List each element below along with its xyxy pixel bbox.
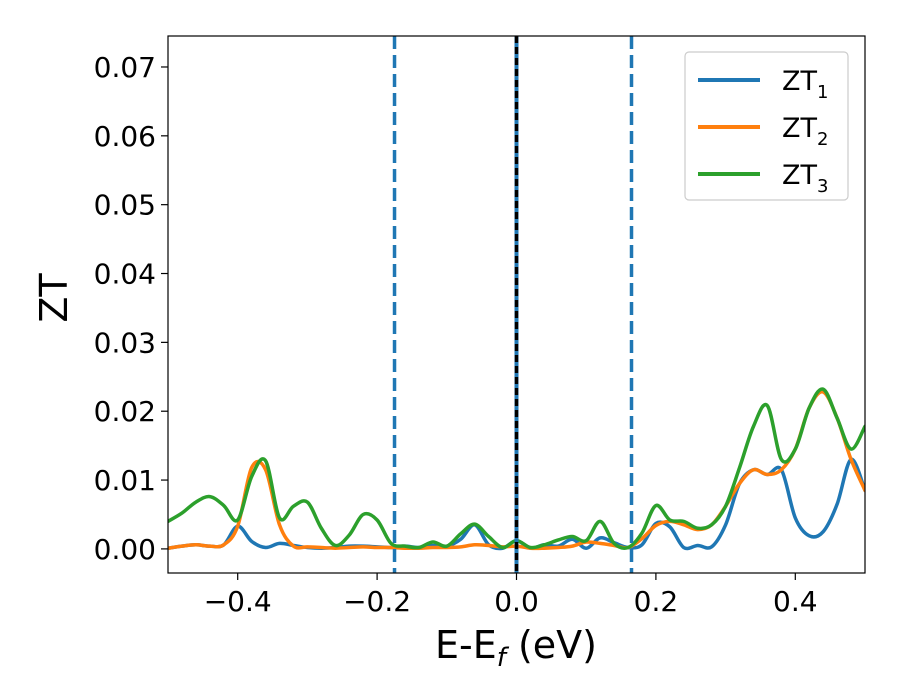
x-tick-label: 0.0 xyxy=(494,585,539,618)
legend-label-zt3: ZT3 xyxy=(782,160,828,197)
x-axis-label: E-Ef (eV) xyxy=(435,623,597,673)
y-tick-label: 0.02 xyxy=(94,395,156,428)
axis-ticks: −0.4 −0.2 0.0 0.2 0.4 0.00 0.01 0.02 0.03 0.04 0.0… xyxy=(94,51,818,618)
y-tick-label: 0.05 xyxy=(94,189,156,222)
y-tick-label: 0.01 xyxy=(94,464,156,497)
y-axis-label: ZT xyxy=(32,273,76,323)
x-tick-label: −0.2 xyxy=(343,585,411,618)
y-tick-label: 0.00 xyxy=(94,533,156,566)
y-tick-label: 0.03 xyxy=(94,326,156,359)
y-tick-label: 0.07 xyxy=(94,51,156,84)
x-tick-label: 0.4 xyxy=(773,585,818,618)
reference-lines xyxy=(392,36,634,573)
x-tick-label: −0.4 xyxy=(204,585,272,618)
x-tick-label: 0.2 xyxy=(634,585,679,618)
y-tick-label: 0.04 xyxy=(94,258,156,291)
legend: ZT1 ZT2 ZT3 xyxy=(684,51,849,201)
legend-label-zt1: ZT1 xyxy=(782,66,828,103)
legend-box xyxy=(684,51,849,201)
legend-label-zt2: ZT2 xyxy=(782,113,828,150)
y-tick-label: 0.06 xyxy=(94,120,156,153)
